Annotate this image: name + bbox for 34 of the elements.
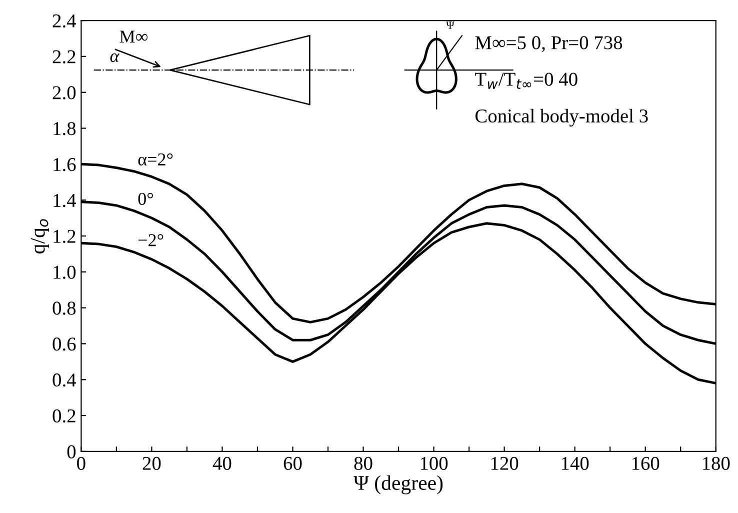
x-tick-label: 100	[420, 456, 448, 470]
x-tick-label: 180	[702, 456, 730, 470]
annotation: M∞=5 0, Pr=0 738	[475, 36, 622, 52]
annotation: Conical body-model 3	[475, 108, 648, 127]
annotation: T$_{w}$/T$_{t∞}$=0 40	[475, 72, 578, 89]
x-tick-label: 0	[77, 456, 86, 470]
x-tick-label: 40	[212, 456, 232, 470]
x-tick-label: 80	[354, 456, 372, 470]
series-label: −2°	[138, 234, 164, 246]
y-axis-title: q/q$_{o}$	[30, 219, 50, 254]
x-tick-label: 160	[632, 456, 660, 470]
series-label: α=2°	[138, 153, 173, 166]
y-tick-label: 1.4	[54, 194, 76, 208]
annotation: α	[110, 53, 120, 62]
y-tick-label: 1.6	[54, 158, 76, 172]
y-tick-label: 2.0	[52, 86, 76, 100]
x-tick-label: 140	[562, 456, 589, 470]
x-tick-label: 120	[491, 456, 518, 470]
y-tick-label: 1.0	[54, 266, 76, 279]
y-tick-label: 0.6	[52, 338, 76, 351]
y-tick-label: 0.2	[52, 409, 76, 423]
y-tick-label: 1.2	[54, 230, 76, 244]
y-tick-label: 2.4	[52, 14, 76, 28]
y-tick-label: 0.4	[52, 373, 76, 387]
y-tick-label: 0	[67, 445, 76, 458]
x-tick-label: 20	[142, 456, 161, 470]
y-tick-label: 1.8	[54, 122, 76, 136]
annotation: Ψ	[446, 22, 454, 29]
x-axis-title: Ψ (degree)	[354, 475, 443, 494]
x-tick-label: 60	[284, 456, 302, 470]
annotation: M∞	[120, 30, 148, 43]
series-label: 0°	[138, 192, 153, 206]
y-tick-label: 2.2	[52, 50, 76, 64]
y-tick-label: 0.8	[52, 302, 76, 315]
